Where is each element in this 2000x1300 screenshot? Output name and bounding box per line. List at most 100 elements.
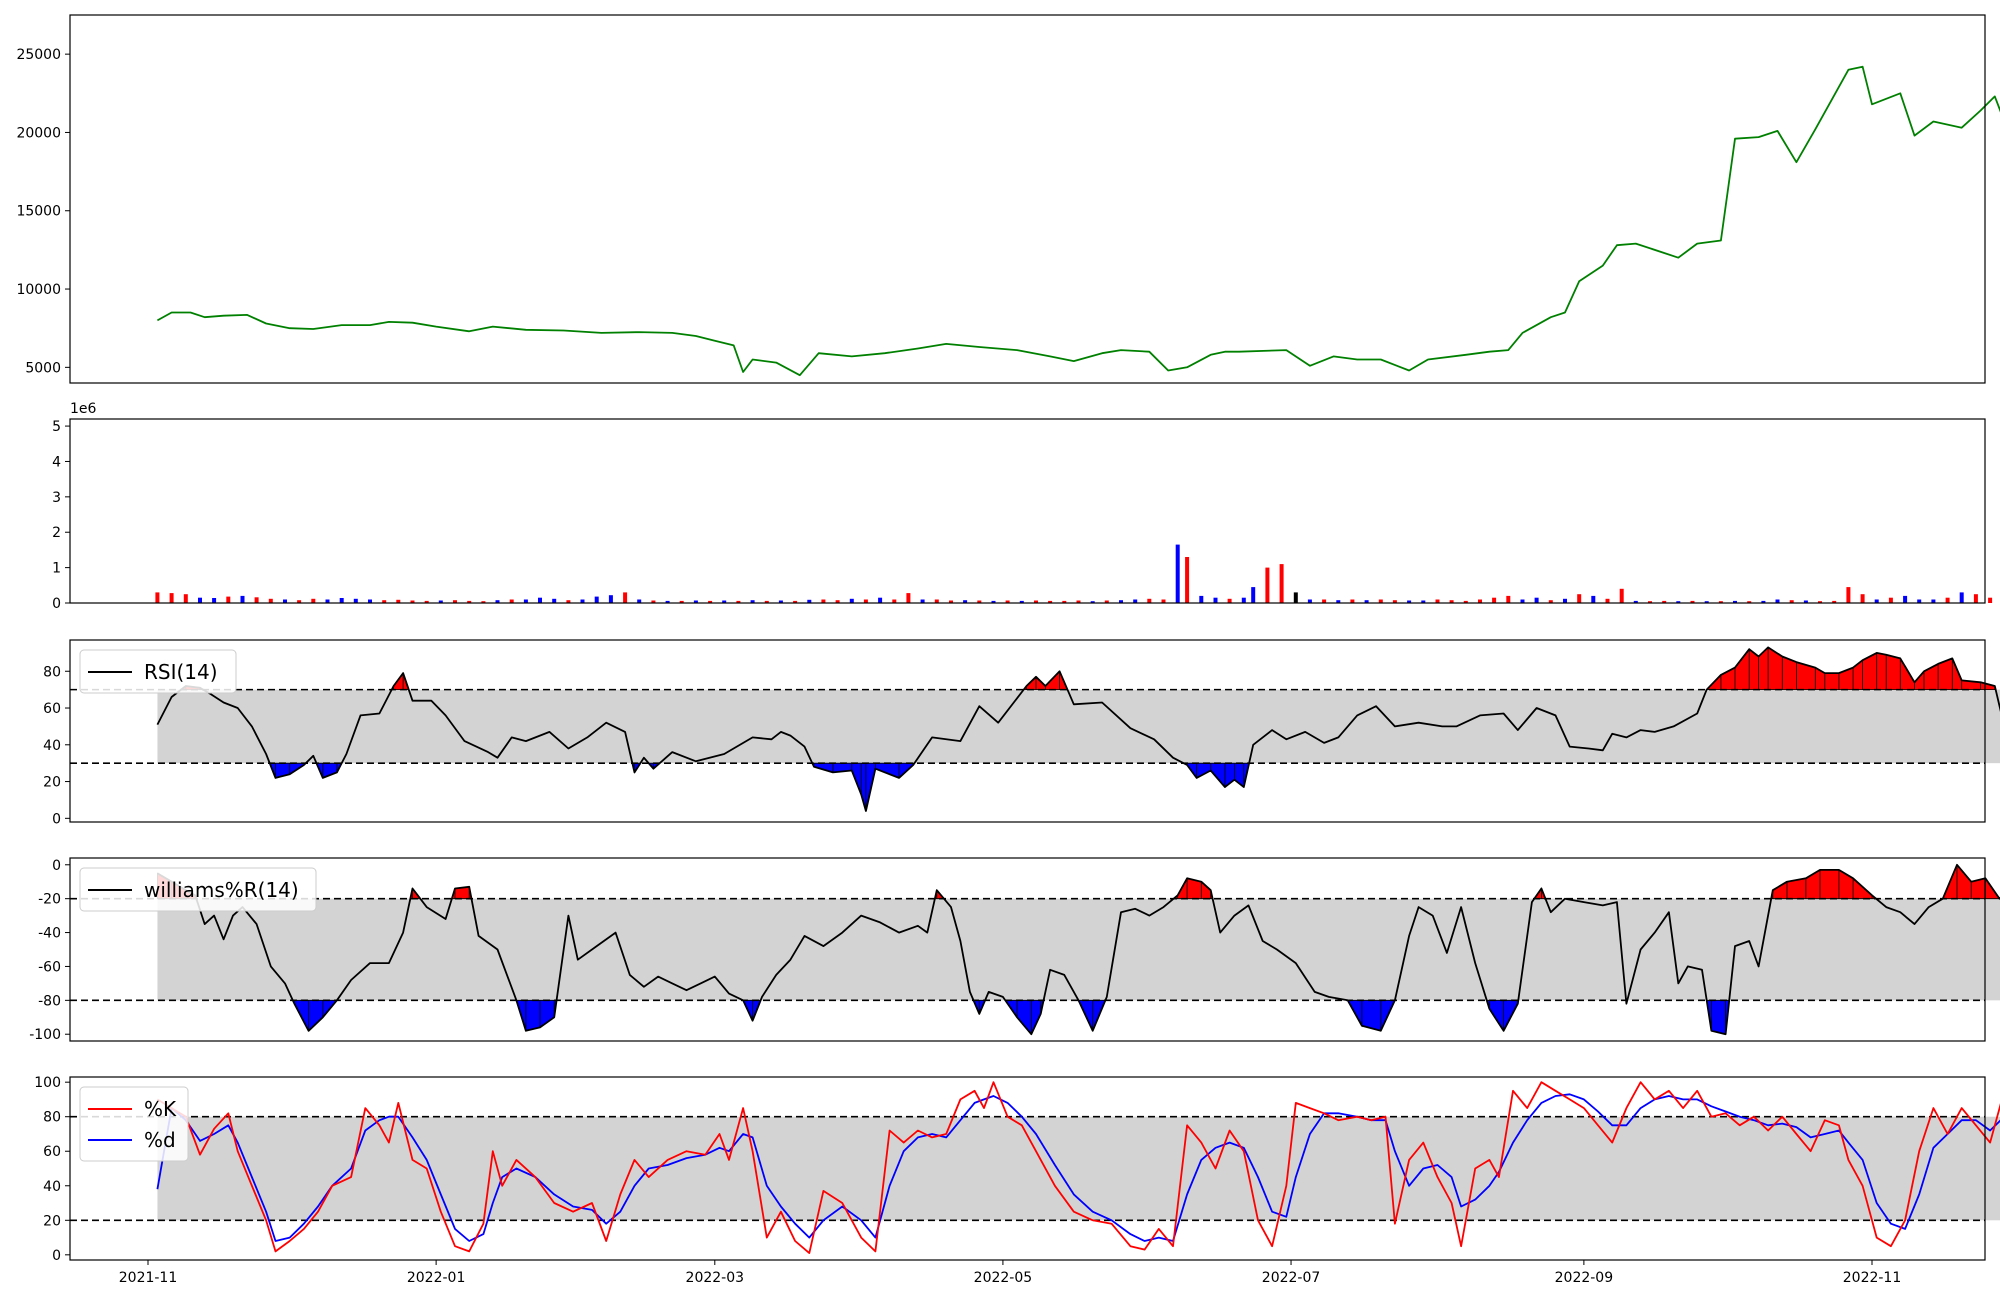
volume-bar <box>1019 600 1024 603</box>
williams-r-ytick-label: -20 <box>38 892 61 908</box>
stochastic-ytick-label: 20 <box>43 1213 61 1229</box>
volume-bar <box>1718 601 1723 603</box>
volume-bar <box>1104 600 1109 603</box>
stochastic-ytick-label: 100 <box>34 1075 61 1091</box>
volume-bar <box>325 599 330 603</box>
volume-bar <box>1119 600 1123 603</box>
stochastic-ytick-label: 40 <box>43 1179 61 1195</box>
volume-bar <box>382 600 387 603</box>
volume-bar <box>623 592 628 603</box>
volume-bar <box>1959 592 1964 603</box>
volume-bar <box>283 599 287 603</box>
x-tick-label: 2022-03 <box>686 1270 745 1286</box>
volume-bar <box>693 600 698 603</box>
x-axis: 2021-11 2022-01 2022-03 2022-05 2022-07 2022-… <box>119 1260 1901 1286</box>
volume-bar <box>268 598 273 603</box>
volume-bar <box>1322 599 1327 603</box>
volume-bar <box>807 599 812 603</box>
volume-bar <box>523 599 528 603</box>
volume-bar <box>1478 599 1482 603</box>
williams-r-overbought-fill <box>157 863 2000 900</box>
volume-frame <box>69 418 1986 604</box>
volume-bar <box>849 598 854 603</box>
stochastic-k-line <box>156 1081 2000 1254</box>
volume-bar <box>1534 597 1539 603</box>
volume-bar <box>1945 597 1950 603</box>
volume-bar <box>949 600 953 603</box>
rsi-neutral-band <box>157 689 2000 764</box>
volume-bar <box>1161 599 1166 603</box>
rsi-panel: 0 20 40 60 80 RSI(14) <box>43 639 2000 827</box>
volume-panel: 0 1 2 3 4 5 1e6 <box>52 401 1993 612</box>
volume-bar <box>1463 600 1468 603</box>
x-tick-label: 2021-11 <box>119 1270 178 1286</box>
volume-bar <box>1076 600 1081 603</box>
volume-bar <box>155 592 160 603</box>
volume-bar <box>1048 600 1053 603</box>
volume-bar <box>240 595 245 603</box>
volume-bar <box>410 600 415 603</box>
volume-bar <box>878 597 883 603</box>
volume-bar <box>1435 599 1440 603</box>
volume-bar <box>297 600 302 603</box>
volume-bar <box>1605 598 1610 603</box>
rsi-overbought-fill <box>179 646 1997 690</box>
volume-bar <box>1421 600 1426 603</box>
volume-bar <box>1633 600 1638 603</box>
volume-bar <box>1005 600 1010 603</box>
volume-bar <box>368 599 372 603</box>
volume-bar <box>453 600 457 603</box>
volume-bar <box>906 593 911 603</box>
volume-bar <box>183 594 188 603</box>
volume-bar <box>1407 600 1412 603</box>
volume-bar <box>495 600 500 603</box>
volume-bar <box>1733 600 1737 603</box>
volume-bar <box>254 597 259 603</box>
rsi-oversold-fill <box>269 762 1250 812</box>
volume-bar <box>934 599 939 603</box>
volume-bar <box>1307 599 1312 603</box>
volume-bar <box>1747 601 1752 603</box>
volume-bar <box>722 600 727 603</box>
volume-bar <box>778 600 783 603</box>
volume-bar <box>1449 600 1454 603</box>
volume-bar <box>353 598 358 603</box>
volume-bar <box>552 598 557 603</box>
x-tick-label: 2022-07 <box>1262 1270 1321 1286</box>
volume-bar <box>991 600 996 603</box>
volume-bar <box>212 598 217 603</box>
volume-bar <box>1860 594 1865 603</box>
volume-bar <box>736 600 741 603</box>
x-tick-label: 2022-09 <box>1555 1270 1614 1286</box>
volume-bar <box>424 600 429 603</box>
rsi-ytick-label: 0 <box>52 811 61 827</box>
stochastic-d-line <box>156 1093 2000 1242</box>
volume-ytick-label: 4 <box>52 454 61 470</box>
volume-bar <box>1506 595 1511 603</box>
volume-bar <box>1336 600 1341 603</box>
rsi-legend <box>79 649 237 694</box>
volume-bar <box>1931 599 1936 603</box>
price-ytick-label: 15000 <box>16 204 61 220</box>
volume-bar <box>580 599 585 603</box>
x-tick-label: 2022-01 <box>407 1270 466 1286</box>
volume-ytick-label: 5 <box>52 419 61 435</box>
volume-bar <box>1034 600 1038 603</box>
volume-bar <box>1903 595 1908 603</box>
volume-bar <box>1577 594 1582 603</box>
volume-bar <box>1378 599 1383 603</box>
volume-bar <box>594 596 599 603</box>
volume-bar <box>1090 601 1095 603</box>
volume-bar <box>1364 600 1369 603</box>
volume-bar <box>396 599 401 603</box>
volume-bar <box>169 593 174 603</box>
volume-bar <box>1279 564 1284 603</box>
volume-bar <box>977 600 982 603</box>
volume-bar <box>509 599 514 603</box>
williams-r-neutral-band <box>157 898 2000 1001</box>
volume-bar <box>1213 597 1218 603</box>
stochastic-panel: 0 20 40 60 80 100 %K %d <box>34 1075 2000 1264</box>
volume-bar <box>1988 597 1993 603</box>
price-panel: 5000 10000 15000 20000 25000 <box>16 14 2000 384</box>
